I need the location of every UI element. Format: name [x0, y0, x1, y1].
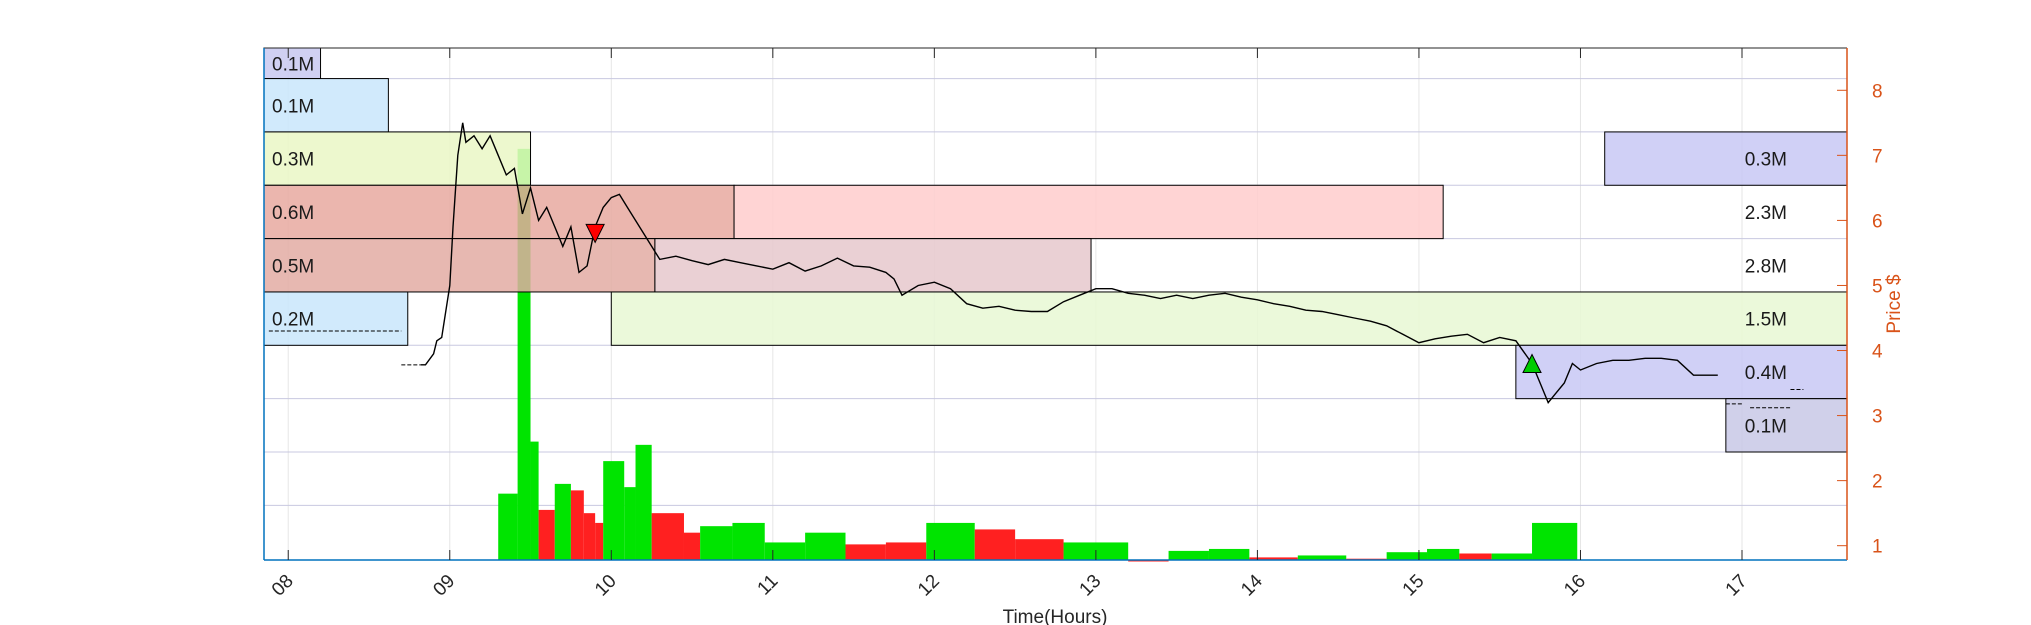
profile-right-label-3: 1.5M — [1745, 310, 1787, 331]
volume-bar-18 — [885, 542, 927, 560]
y-tick-label-5: 6 — [1872, 211, 1883, 232]
volume-bar-21 — [1015, 539, 1064, 560]
volume-bar-15 — [764, 542, 806, 560]
profile-left-box-1 — [263, 78, 389, 133]
volume-bar-12 — [683, 532, 701, 560]
y-tick-label-1: 2 — [1872, 472, 1883, 493]
profile-right-label-0: 0.3M — [1745, 150, 1787, 171]
price-line — [268, 122, 1804, 409]
y-axis-label: Price $ — [1884, 274, 1905, 334]
trade-markers — [585, 223, 1542, 374]
profile-left-box-2 — [263, 131, 532, 186]
profile-left-box-4 — [263, 238, 656, 293]
volume-bar-32 — [1491, 553, 1533, 560]
x-tick-label-4: 12 — [914, 571, 944, 601]
volume-bar-24 — [1168, 550, 1209, 560]
x-tick-label-5: 13 — [1076, 571, 1106, 601]
profile-right-label-5: 0.1M — [1745, 416, 1787, 437]
volume-bar-33 — [1532, 522, 1578, 560]
volume-bar-29 — [1386, 552, 1428, 560]
volume-bar-10 — [635, 444, 652, 560]
profile-left-label-4: 0.5M — [272, 256, 314, 277]
profile-right-box-4 — [1515, 344, 1848, 400]
x-tick-label-6: 14 — [1237, 570, 1267, 600]
y-tick-label-0: 1 — [1872, 537, 1883, 558]
y-tick-label-2: 3 — [1872, 407, 1883, 428]
y-tick-label-4: 5 — [1872, 276, 1883, 297]
buy-marker-1 — [1522, 353, 1542, 374]
volume-bar-17 — [845, 544, 886, 560]
profile-left-label-2: 0.3M — [272, 150, 314, 171]
volume-profile-right: 0.3M 2.3M 2.8M 1.5M 0.4M 0.1M — [610, 131, 1848, 453]
volume-bar-6 — [583, 513, 596, 560]
profile-left-box-3 — [263, 184, 735, 240]
profile-right-box-3 — [610, 291, 1848, 346]
volume-profile-left: 0.1M 0.1M 0.3M 0.6M 0.5M 0.2M — [263, 47, 735, 346]
volume-bar-26 — [1249, 557, 1298, 560]
volume-bar-31 — [1459, 553, 1492, 560]
profile-left-box-5 — [263, 291, 409, 346]
volume-bar-25 — [1208, 548, 1250, 560]
profile-left-label-5: 0.2M — [272, 310, 314, 331]
profile-left-label-1: 0.1M — [272, 96, 314, 117]
y-tick-label-7: 8 — [1872, 81, 1883, 102]
profile-right-box-1 — [733, 184, 1444, 240]
volume-bar-8 — [603, 461, 625, 560]
profile-left-label-3: 0.6M — [272, 203, 314, 224]
volume-bar-4 — [554, 483, 571, 560]
volume-bar-9 — [624, 487, 636, 560]
volume-bar-16 — [805, 532, 846, 560]
sell-marker-0 — [585, 223, 605, 244]
volume-bar-0 — [498, 493, 518, 560]
x-tick-label-8: 16 — [1560, 571, 1590, 601]
x-tick-label-3: 11 — [754, 571, 783, 600]
y-tick-label-6: 7 — [1872, 146, 1883, 167]
x-tick-label-9: 17 — [1722, 571, 1752, 601]
x-tick-label-0: 08 — [268, 571, 298, 601]
price-trace — [420, 122, 1718, 404]
volume-bar-14 — [732, 522, 765, 560]
volume-bar-3 — [538, 509, 555, 560]
profile-right-label-4: 0.4M — [1745, 363, 1787, 384]
y-tick-label-3: 4 — [1872, 342, 1883, 363]
volume-bar-13 — [700, 526, 733, 560]
x-axis-label: Time(Hours) — [1003, 607, 1108, 625]
volume-bar-11 — [651, 513, 684, 560]
volume-bar-5 — [570, 490, 584, 560]
volume-bar-2 — [530, 441, 539, 560]
volume-bar-30 — [1427, 548, 1460, 560]
profile-right-box-2 — [654, 238, 1092, 293]
x-tick-label-7: 15 — [1399, 571, 1429, 601]
profile-right-label-1: 2.3M — [1745, 203, 1787, 224]
x-tick-label-1: 09 — [429, 571, 459, 601]
profile-right-box-0 — [1604, 131, 1848, 186]
profile-left-label-0: 0.1M — [272, 54, 314, 75]
volume-bar-7 — [595, 522, 604, 560]
x-tick-label-2: 10 — [591, 571, 621, 601]
profile-right-label-2: 2.8M — [1745, 256, 1787, 277]
y-axis-ticks: 1 2 3 4 5 6 7 8 — [1837, 81, 1883, 558]
volume-bar-19 — [926, 522, 975, 560]
volume-bar-20 — [974, 529, 1016, 560]
volume-bar-27 — [1297, 555, 1347, 560]
